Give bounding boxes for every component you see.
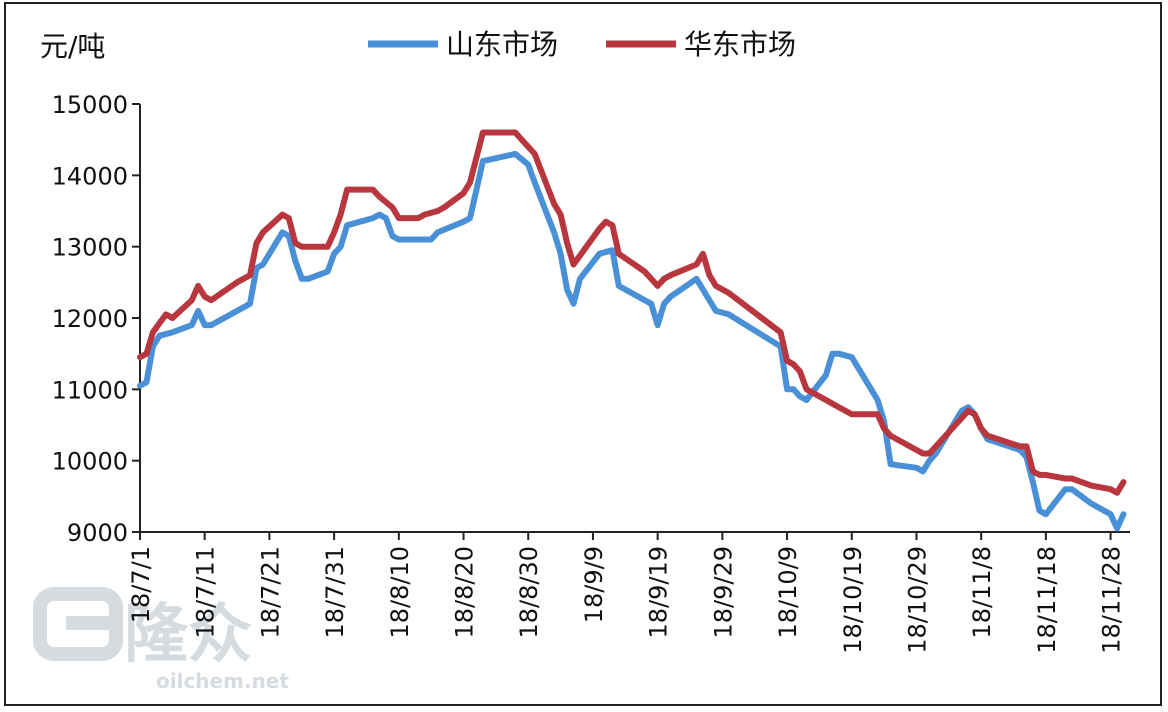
legend-label-shandong: 山东市场 (446, 28, 558, 61)
series-line-huadong (137, 129, 1127, 496)
x-tick-label: 18/7/1 (127, 546, 155, 623)
x-tick-label: 18/7/21 (256, 546, 284, 639)
x-tick-label: 18/11/18 (1033, 546, 1061, 654)
watermark-logo-icon (33, 587, 123, 661)
series-layer (137, 129, 1127, 532)
legend-label-huadong: 华东市场 (684, 28, 796, 61)
price-line-chart: 隆众 oilchem.net 元/吨 山东市场 华东市场 9000 10000 11… (33, 28, 1130, 693)
x-tick-label: 18/9/19 (645, 546, 673, 639)
watermark-site: oilchem.net (156, 669, 289, 693)
x-tick-label: 18/10/9 (774, 546, 802, 639)
watermark-brand: 隆众 (124, 598, 252, 672)
y-unit-label: 元/吨 (40, 30, 105, 63)
watermark: 隆众 oilchem.net (33, 587, 289, 693)
x-tick-label: 18/8/10 (386, 546, 414, 639)
x-tick-label: 18/11/8 (968, 546, 996, 639)
x-tick-label: 18/10/19 (839, 546, 867, 654)
x-tick-label: 18/10/29 (903, 546, 931, 654)
y-tick-label: 11000 (52, 376, 128, 404)
x-tick-label: 18/7/11 (192, 546, 220, 639)
legend: 山东市场 华东市场 (368, 28, 796, 61)
x-tick-label: 18/8/30 (515, 546, 543, 639)
x-tick-label: 18/8/20 (451, 546, 479, 639)
x-tick-label: 18/9/9 (580, 546, 608, 623)
chart-frame: 隆众 oilchem.net 元/吨 山东市场 华东市场 9000 10000 11… (4, 2, 1162, 706)
y-tick-label: 15000 (52, 91, 128, 119)
axes: 9000 10000 11000 12000 13000 14000 15000 18/7/1… (52, 91, 1130, 654)
series-line-shandong (137, 150, 1127, 532)
y-tick-label: 10000 (52, 448, 128, 476)
y-tick-label: 12000 (52, 305, 128, 333)
y-tick-label: 9000 (67, 519, 128, 547)
y-tick-label: 14000 (52, 162, 128, 190)
x-tick-label: 18/7/31 (321, 546, 349, 639)
x-tick-label: 18/11/28 (1098, 546, 1126, 654)
x-tick-label: 18/9/29 (709, 546, 737, 639)
y-tick-label: 13000 (52, 234, 128, 262)
